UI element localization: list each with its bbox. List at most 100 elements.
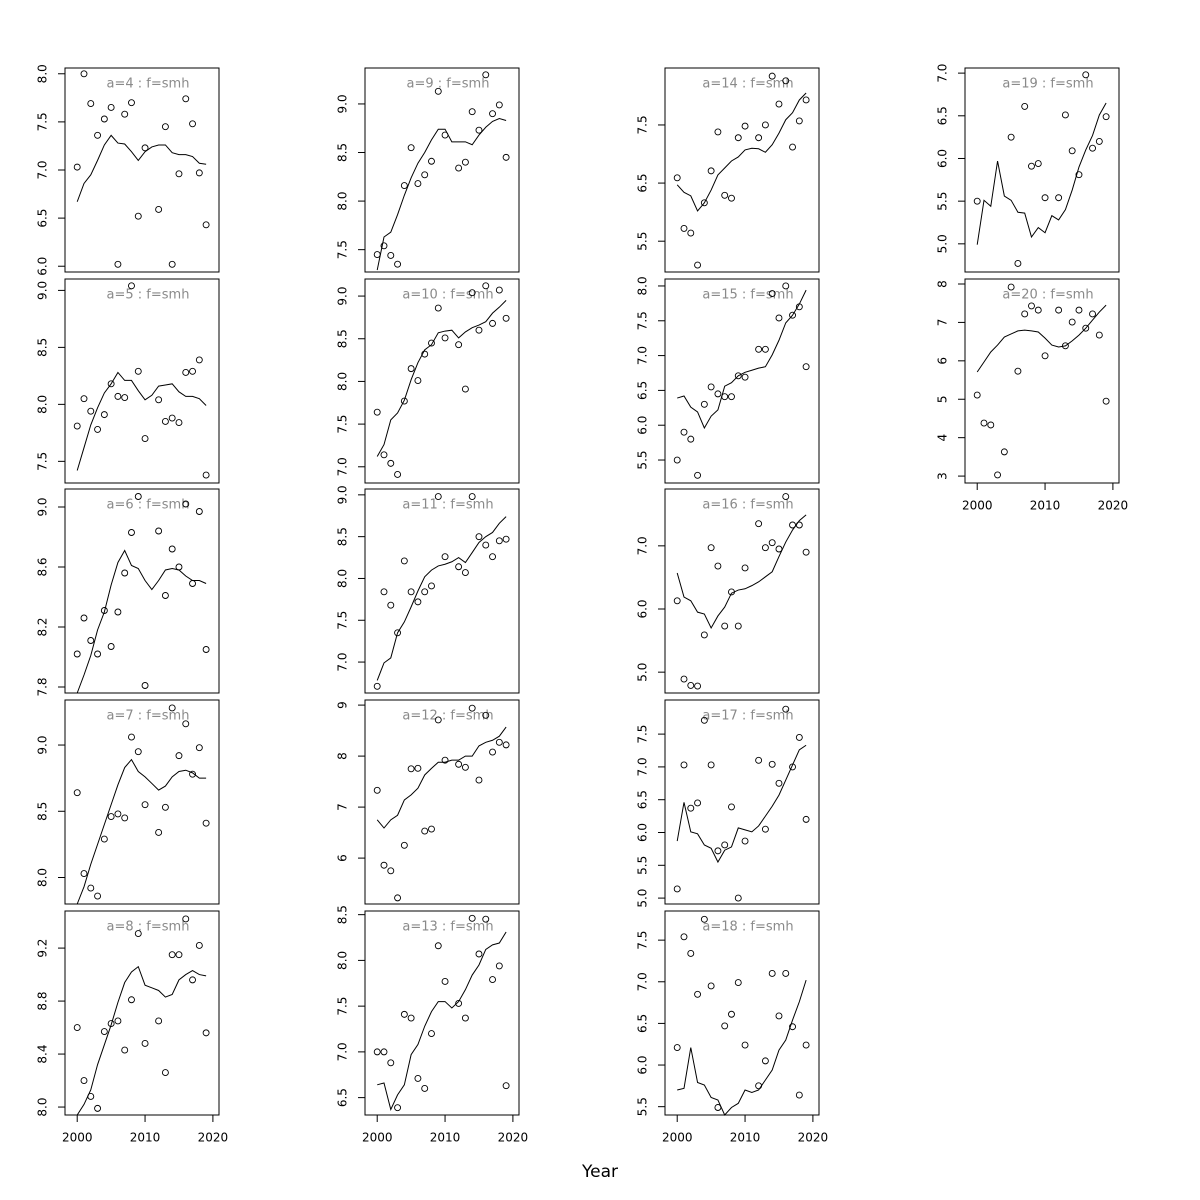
y-tick-label: 5.0 <box>636 663 650 682</box>
data-point <box>502 741 510 749</box>
data-point <box>775 314 783 322</box>
x-tick-label: 2010 <box>1030 499 1061 513</box>
data-point <box>134 493 142 500</box>
data-point <box>428 157 435 165</box>
data-point <box>373 408 381 416</box>
data-point <box>1007 283 1015 291</box>
data-point <box>414 598 422 606</box>
data-point <box>495 962 503 970</box>
panel-frame <box>64 910 220 1116</box>
data-point <box>373 682 381 690</box>
panel-title: a=4 : f=smh <box>107 77 190 92</box>
data-point <box>428 825 435 833</box>
data-point <box>475 776 483 784</box>
data-point <box>100 1028 108 1035</box>
data-point <box>380 861 388 869</box>
y-tick-label: 5.5 <box>636 232 650 251</box>
data-point <box>421 827 429 835</box>
y-tick-label: 7.5 <box>36 452 50 471</box>
data-point <box>741 122 749 130</box>
data-point <box>980 419 988 427</box>
data-point <box>189 367 196 375</box>
data-point <box>434 87 442 95</box>
x-tick-label: 2020 <box>498 1131 529 1145</box>
y-tick-label: 7.5 <box>336 997 350 1016</box>
y-tick-label: 7 <box>336 803 350 811</box>
data-point <box>973 391 981 399</box>
data-point <box>687 681 695 689</box>
data-point <box>734 894 742 902</box>
data-point <box>680 933 688 941</box>
data-point <box>161 123 169 131</box>
data-point <box>721 191 729 199</box>
data-point <box>114 260 122 268</box>
data-point <box>441 553 449 561</box>
y-tick-label: 6 <box>936 357 950 365</box>
data-point <box>121 814 129 822</box>
data-point <box>789 143 796 151</box>
data-point <box>721 841 729 849</box>
panel-title: a=11 : f=smh <box>402 498 493 513</box>
data-point <box>414 180 422 188</box>
data-point <box>761 345 769 353</box>
data-point <box>489 976 496 984</box>
data-point <box>168 704 176 712</box>
data-point <box>100 835 108 843</box>
y-tick-label: 8.5 <box>336 329 350 348</box>
data-point <box>202 819 210 827</box>
data-point <box>168 260 176 268</box>
data-point <box>495 738 503 746</box>
y-tick-label: 6.0 <box>636 823 650 842</box>
data-point <box>1102 397 1110 405</box>
y-tick-label: 8.0 <box>36 395 50 414</box>
data-point <box>387 459 395 467</box>
y-tick-label: 8.6 <box>36 557 50 576</box>
panel-frame <box>64 699 220 905</box>
data-point <box>128 99 135 107</box>
data-point <box>687 229 695 237</box>
data-point <box>700 716 708 724</box>
y-tick-label: 8.4 <box>36 1045 50 1064</box>
data-point <box>782 77 790 85</box>
data-point <box>482 541 490 549</box>
smooth-line <box>677 979 807 1116</box>
panel-title: a=14 : f=smh <box>702 77 793 92</box>
y-tick-label: 7.5 <box>636 311 650 330</box>
data-point <box>373 1048 381 1056</box>
data-point <box>1007 133 1015 141</box>
data-point <box>768 539 776 547</box>
data-point <box>728 194 735 202</box>
y-tick-label: 8.8 <box>36 992 50 1011</box>
y-tick-label: 8.0 <box>36 1098 50 1117</box>
data-point <box>761 825 769 833</box>
data-point <box>468 493 476 500</box>
data-point <box>680 224 688 232</box>
y-tick-label: 6.0 <box>636 1055 650 1074</box>
y-tick-label: 7.5 <box>336 240 350 259</box>
data-point <box>175 419 183 427</box>
data-point <box>694 682 702 690</box>
data-point <box>80 395 88 403</box>
smooth-line <box>377 931 507 1111</box>
data-point <box>434 493 442 500</box>
data-point <box>428 339 435 347</box>
data-point <box>468 108 476 116</box>
data-point <box>1055 194 1063 202</box>
x-tick-label: 2000 <box>662 1131 693 1145</box>
data-point <box>1014 260 1022 267</box>
y-tick-label: 8.5 <box>336 527 350 546</box>
panel-title: a=19 : f=smh <box>1002 77 1093 92</box>
data-point <box>994 471 1002 479</box>
data-point <box>380 451 388 459</box>
data-point <box>1034 306 1042 314</box>
panel-frame <box>664 67 820 273</box>
data-point <box>694 799 702 807</box>
data-point <box>182 720 190 728</box>
data-point <box>455 341 463 349</box>
y-tick-label: 7.0 <box>636 536 650 555</box>
data-point <box>728 393 735 401</box>
y-tick-label: 9 <box>336 701 350 709</box>
y-tick-label: 7.5 <box>636 725 650 744</box>
data-point <box>775 779 783 787</box>
data-point <box>182 915 190 923</box>
